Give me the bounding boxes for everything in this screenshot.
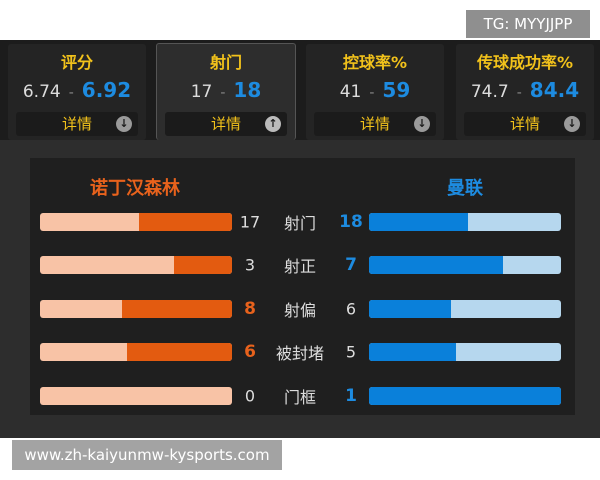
away-value: 7: [345, 255, 357, 275]
stat-tab[interactable]: 传球成功率% 74.7-84.4 详情 ↓: [456, 44, 594, 140]
home-bar: [174, 256, 232, 274]
home-bar-track: [40, 343, 232, 361]
away-value: 84.4: [529, 78, 580, 102]
stat-label: 被封堵: [275, 344, 324, 363]
details-button[interactable]: 详情 ↓: [16, 112, 138, 136]
tab-values: 6.74-6.92: [8, 78, 146, 102]
separator: -: [516, 85, 522, 101]
away-bar: [369, 256, 504, 274]
home-bar-track: [40, 213, 232, 231]
away-bar: [369, 343, 457, 361]
home-value: 74.7: [470, 82, 509, 102]
stat-tab[interactable]: 控球率% 41-59 详情 ↓: [306, 44, 444, 140]
home-value: 6.74: [22, 82, 61, 102]
home-value: 17: [190, 82, 213, 102]
tab-title: 评分: [60, 53, 93, 72]
home-value: 0: [244, 386, 256, 406]
toggle-icon: ↓: [564, 116, 580, 132]
home-value: 3: [244, 255, 256, 275]
home-value: 41: [339, 82, 362, 102]
home-value: 6: [244, 342, 256, 362]
stat-label: 射偏: [283, 301, 316, 320]
stats-card: [30, 158, 575, 415]
stat-label: 射门: [283, 214, 316, 233]
away-value: 1: [345, 386, 357, 406]
away-bar-track: [369, 343, 561, 361]
watermark: www.zh-kaiyunmw-kysports.com: [12, 440, 282, 470]
stat-label: 门框: [283, 388, 316, 407]
away-value: 6: [345, 299, 357, 319]
details-button[interactable]: 详情 ↑: [165, 112, 287, 136]
away-bar: [369, 387, 561, 405]
away-value: 5: [345, 342, 357, 362]
stat-label: 射正: [283, 257, 316, 276]
away-team: 曼联: [447, 178, 483, 199]
home-bar-track: [40, 387, 232, 405]
stat-tab[interactable]: 评分 6.74-6.92 详情 ↓: [8, 44, 146, 140]
away-value: 18: [339, 212, 363, 232]
details-button[interactable]: 详情 ↓: [464, 112, 586, 136]
toggle-icon: ↑: [265, 116, 281, 132]
tab-values: 41-59: [306, 78, 444, 102]
tab-title: 控球率%: [342, 53, 408, 72]
separator: -: [68, 85, 74, 101]
home-team: 诺丁汉森林: [90, 178, 180, 199]
away-bar-track: [369, 213, 561, 231]
away-bar: [369, 213, 468, 231]
away-bar-track: [369, 300, 561, 318]
away-value: 59: [382, 78, 411, 102]
home-value: 8: [244, 299, 256, 319]
watermark: TG: MYYJJPP: [466, 10, 590, 38]
toggle-icon: ↓: [116, 116, 132, 132]
home-bar: [138, 213, 232, 231]
home-value: 17: [239, 212, 261, 232]
home-bar-track: [40, 300, 232, 318]
away-value: 18: [233, 78, 262, 102]
away-value: 6.92: [81, 78, 132, 102]
separator: -: [369, 85, 375, 101]
stat-tab[interactable]: 射门 17-18 详情 ↑: [156, 43, 296, 140]
away-bar: [369, 300, 452, 318]
tab-values: 74.7-84.4: [456, 78, 594, 102]
tab-title: 传球成功率%: [476, 53, 574, 72]
away-bar-track: [369, 256, 561, 274]
home-bar: [127, 343, 232, 361]
away-bar-track: [369, 387, 561, 405]
tab-title: 射门: [209, 53, 242, 72]
home-bar-track: [40, 256, 232, 274]
home-bar: [122, 300, 232, 318]
tab-values: 17-18: [157, 78, 295, 102]
toggle-icon: ↓: [414, 116, 430, 132]
separator: -: [220, 85, 226, 101]
details-button[interactable]: 详情 ↓: [314, 112, 436, 136]
